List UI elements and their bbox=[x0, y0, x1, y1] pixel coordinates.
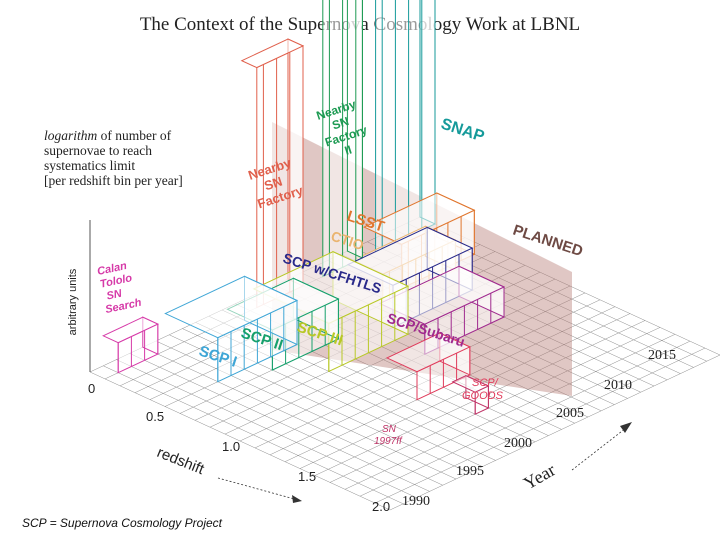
vertical-axis-label: arbitrary units bbox=[67, 268, 79, 335]
footnote: SCP = Supernova Cosmology Project bbox=[22, 516, 222, 530]
year-tick-3: 2005 bbox=[556, 406, 584, 421]
year-axis-label: Year bbox=[520, 460, 559, 494]
block-face bbox=[240, 38, 305, 69]
year-arrow-head bbox=[620, 422, 632, 433]
block-face bbox=[385, 332, 471, 373]
redshift-tick-4: 2.0 bbox=[372, 499, 390, 514]
grid-line bbox=[329, 327, 661, 483]
label-scp-goods: SCP/ GOODS bbox=[462, 377, 504, 402]
year-tick-1: 1995 bbox=[456, 464, 484, 479]
grid-line bbox=[374, 347, 706, 504]
description-italic: logarithm bbox=[44, 128, 98, 143]
description-line1: of number of bbox=[97, 128, 172, 143]
block-face bbox=[363, 192, 476, 245]
grid-line bbox=[389, 354, 720, 511]
project-block bbox=[240, 38, 305, 309]
block-face bbox=[451, 375, 490, 393]
redshift-axis-label: redshift bbox=[155, 444, 208, 479]
project-blocks bbox=[102, 0, 506, 415]
block-face bbox=[164, 275, 299, 339]
description-line3: systematics limit bbox=[44, 158, 136, 173]
grid-line bbox=[299, 313, 631, 469]
year-tick-0: 1990 bbox=[402, 494, 430, 509]
redshift-tick-3: 1.5 bbox=[298, 469, 316, 484]
label-sn-1997ff: SN 1997ff bbox=[374, 424, 403, 447]
project-block bbox=[102, 316, 159, 374]
axis-description: logarithm of number of supernovae to rea… bbox=[44, 128, 244, 188]
redshift-tick-0: 0 bbox=[88, 381, 95, 396]
redshift-tick-1: 0.5 bbox=[146, 409, 164, 424]
project-block bbox=[164, 275, 299, 383]
description-line2: supernovae to reach bbox=[44, 143, 152, 158]
year-tick-4: 2010 bbox=[604, 378, 632, 393]
label-calan-tololo: Calan Tololo SN Search bbox=[96, 259, 143, 317]
redshift-tick-2: 1.0 bbox=[222, 439, 240, 454]
block-face bbox=[378, 265, 506, 325]
year-tick-2: 2000 bbox=[504, 436, 532, 451]
year-arrow bbox=[571, 427, 627, 471]
project-block bbox=[322, 0, 363, 278]
label-snap: SNAP bbox=[439, 116, 487, 146]
redshift-arrow bbox=[217, 477, 299, 501]
redshift-arrow-head bbox=[292, 495, 302, 503]
project-block bbox=[451, 374, 490, 415]
grid-line bbox=[344, 334, 676, 490]
block-face bbox=[102, 316, 159, 344]
block-face bbox=[346, 0, 363, 259]
grid-line bbox=[359, 340, 691, 497]
description-line4: [per redshift bin per year] bbox=[44, 173, 183, 188]
year-tick-5: 2015 bbox=[648, 348, 676, 363]
project-block bbox=[385, 332, 471, 401]
